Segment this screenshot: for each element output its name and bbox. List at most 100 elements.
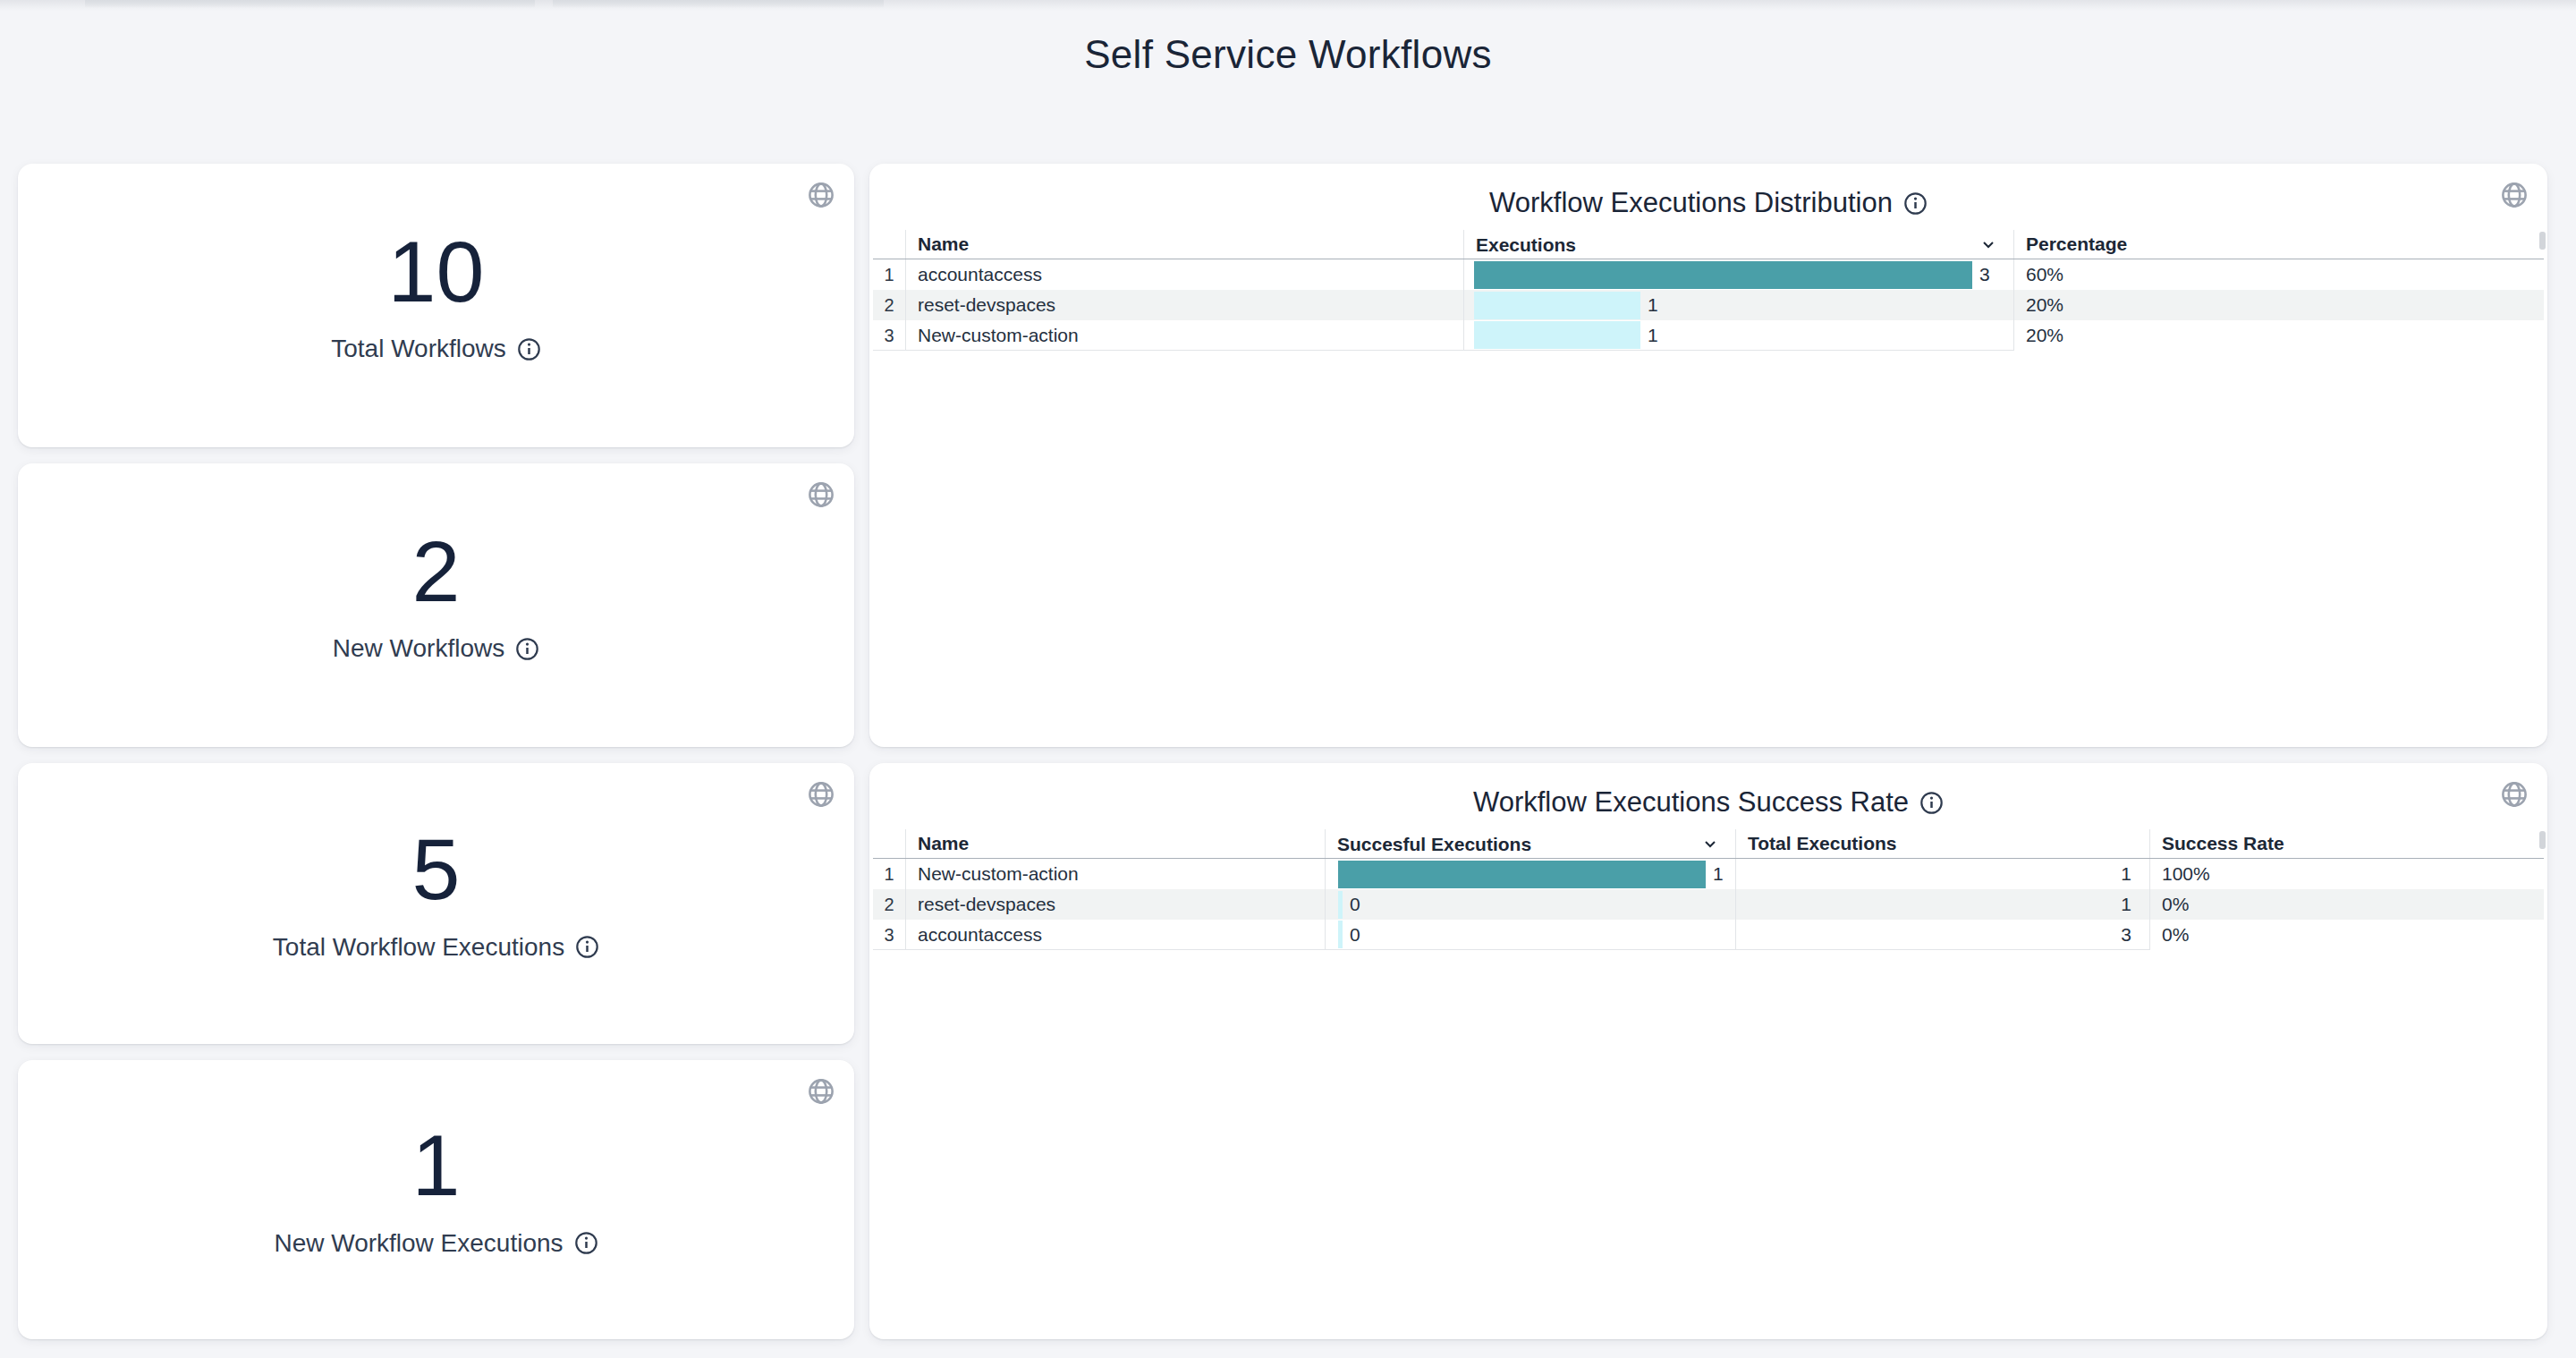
successful-bar [1338, 861, 1706, 888]
table-row: 2 reset-devspaces 1 20% [873, 290, 2544, 320]
percentage-cell: 20% [2013, 320, 2544, 351]
success-rate-cell: 0% [2149, 889, 2544, 920]
name-column-header: Name [905, 829, 1325, 858]
row-index: 3 [873, 920, 905, 950]
stat-card-new-workflow-executions: 1 New Workflow Executions [18, 1060, 854, 1339]
percentage-cell: 60% [2013, 259, 2544, 290]
executions-bar-cell: 1 [1463, 290, 2013, 320]
chevron-down-icon[interactable] [1699, 833, 1721, 854]
info-icon[interactable] [575, 935, 599, 959]
panel-workflow-executions-success-rate: Workflow Executions Success Rate Name Su… [869, 763, 2547, 1339]
globe-icon[interactable] [804, 777, 838, 811]
globe-icon[interactable] [2497, 777, 2531, 811]
globe-icon[interactable] [804, 478, 838, 512]
workflow-name-cell: accountaccess [905, 259, 1463, 290]
workflow-name-cell: New-custom-action [905, 859, 1325, 889]
stat-label: New Workflows [333, 634, 504, 663]
globe-icon[interactable] [804, 178, 838, 212]
row-index: 2 [873, 889, 905, 920]
table-header-row: Name Executions Percentage [873, 230, 2544, 259]
stat-value: 5 [412, 824, 461, 915]
total-executions-cell: 1 [1735, 859, 2149, 889]
panels-column: Workflow Executions Distribution Name Ex… [869, 164, 2547, 1339]
stat-card-total-workflow-executions: 5 Total Workflow Executions [18, 763, 854, 1044]
table-row: 2 reset-devspaces 0 1 0% [873, 889, 2544, 920]
tab-remnant [85, 0, 535, 8]
index-column-header [873, 230, 905, 259]
stat-card-content: 5 Total Workflow Executions [273, 824, 599, 962]
executions-bar-cell: 1 [1463, 320, 2013, 351]
bar-value-label: 3 [1979, 259, 1990, 290]
page-title: Self Service Workflows [0, 32, 2576, 77]
workflow-name-cell: New-custom-action [905, 320, 1463, 351]
success-rate-cell: 100% [2149, 859, 2544, 889]
row-index: 1 [873, 259, 905, 290]
stat-label: Total Workflow Executions [273, 933, 564, 962]
executions-bar [1474, 261, 1972, 289]
executions-column-header[interactable]: Executions [1463, 230, 2013, 259]
globe-icon[interactable] [2497, 178, 2531, 212]
stat-card-content: 1 New Workflow Executions [274, 1120, 597, 1258]
total-executions-cell: 1 [1735, 889, 2149, 920]
stat-card-content: 10 Total Workflows [331, 226, 541, 364]
successful-header-label: Succesful Executions [1337, 830, 1531, 858]
workflow-name-cell: accountaccess [905, 920, 1325, 950]
executions-bar-cell: 3 [1463, 259, 2013, 290]
stat-cards-column: 10 Total Workflows 2 New Workflows [18, 164, 854, 1339]
info-icon[interactable] [1919, 791, 1944, 815]
successful-bar [1338, 891, 1343, 919]
info-icon[interactable] [515, 637, 539, 661]
info-icon[interactable] [574, 1231, 598, 1255]
bar-value-label: 1 [1713, 859, 1724, 889]
executions-distribution-table: Name Executions Percentage 1 accountacce… [873, 230, 2544, 351]
table-row: 3 accountaccess 0 3 0% [873, 920, 2544, 950]
tab-remnant [553, 0, 884, 8]
bar-value-label: 0 [1350, 889, 1360, 920]
info-icon[interactable] [1903, 191, 1928, 216]
success-rate-table: Name Succesful Executions Total Executio… [873, 829, 2544, 950]
name-column-header: Name [905, 230, 1463, 259]
info-icon[interactable] [517, 337, 541, 361]
bar-value-label: 1 [1648, 290, 1658, 320]
row-index: 3 [873, 320, 905, 351]
scrollbar-thumb[interactable] [2539, 831, 2546, 849]
panel-title: Workflow Executions Success Rate [1473, 786, 1909, 819]
successful-bar [1338, 921, 1343, 948]
table-header-row: Name Succesful Executions Total Executio… [873, 829, 2544, 859]
workflow-name-cell: reset-devspaces [905, 889, 1325, 920]
stat-card-content: 2 New Workflows [333, 526, 539, 664]
stat-value: 1 [412, 1120, 461, 1211]
executions-bar [1474, 321, 1640, 349]
total-executions-column-header: Total Executions [1735, 829, 2149, 858]
stat-label: New Workflow Executions [274, 1229, 563, 1258]
table-row: 1 accountaccess 3 60% [873, 259, 2544, 290]
stat-value: 10 [388, 226, 485, 318]
success-rate-column-header: Success Rate [2149, 829, 2544, 858]
stat-value: 2 [412, 526, 461, 617]
dashboard-page: { "page": { "title": "Self Service Workf… [0, 0, 2576, 1358]
table-row: 1 New-custom-action 1 1 100% [873, 859, 2544, 889]
successful-bar-cell: 0 [1325, 920, 1735, 950]
successful-bar-cell: 1 [1325, 859, 1735, 889]
successful-bar-cell: 0 [1325, 889, 1735, 920]
panel-title: Workflow Executions Distribution [1489, 187, 1893, 219]
successful-executions-column-header[interactable]: Succesful Executions [1325, 829, 1735, 858]
row-index: 1 [873, 859, 905, 889]
total-executions-cell: 3 [1735, 920, 2149, 950]
workflow-name-cell: reset-devspaces [905, 290, 1463, 320]
index-column-header [873, 829, 905, 858]
stat-card-new-workflows: 2 New Workflows [18, 463, 854, 747]
chevron-down-icon[interactable] [1978, 233, 1999, 255]
executions-header-label: Executions [1476, 231, 1576, 259]
stat-label: Total Workflows [331, 335, 506, 363]
scrollbar-thumb[interactable] [2539, 232, 2546, 250]
percentage-cell: 20% [2013, 290, 2544, 320]
row-index: 2 [873, 290, 905, 320]
percentage-column-header: Percentage [2013, 230, 2544, 259]
table-row: 3 New-custom-action 1 20% [873, 320, 2544, 351]
bar-value-label: 1 [1648, 320, 1658, 351]
panel-workflow-executions-distribution: Workflow Executions Distribution Name Ex… [869, 164, 2547, 747]
executions-bar [1474, 292, 1640, 319]
success-rate-cell: 0% [2149, 920, 2544, 950]
globe-icon[interactable] [804, 1074, 838, 1108]
